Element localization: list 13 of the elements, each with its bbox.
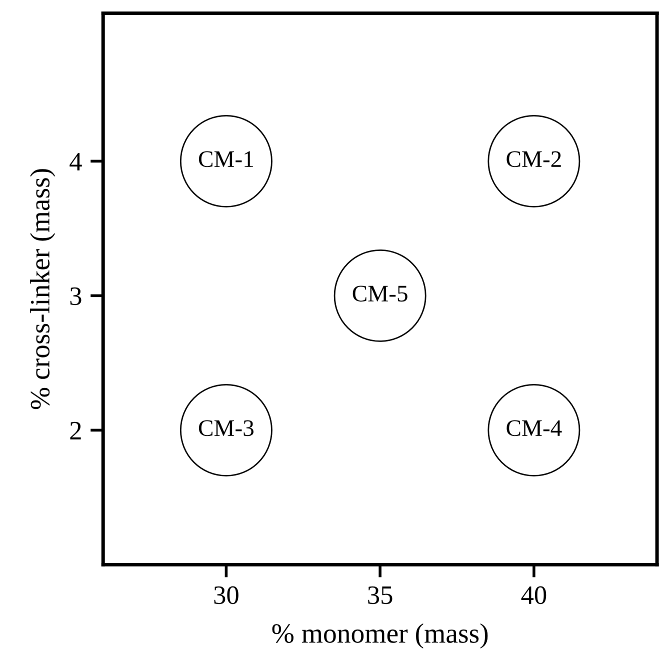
y-tick-label: 3 (70, 287, 82, 306)
y-tick-label: 2 (70, 422, 81, 440)
annotation: CM-5 (352, 286, 408, 302)
annotation: CM-1 (198, 151, 253, 168)
x-tick-label: 40 (521, 586, 546, 604)
annotation: CM-3 (198, 420, 254, 436)
x-axis-title: % monomer (mass) (272, 623, 488, 649)
annotation: CM-2 (506, 151, 561, 168)
y-tick-label: 4 (70, 152, 82, 170)
y-axis-title: % cross-linker (mass) (30, 169, 56, 410)
annotation: CM-4 (506, 420, 562, 436)
x-tick-label: 30 (214, 586, 238, 604)
x-tick-label: 35 (368, 586, 392, 604)
